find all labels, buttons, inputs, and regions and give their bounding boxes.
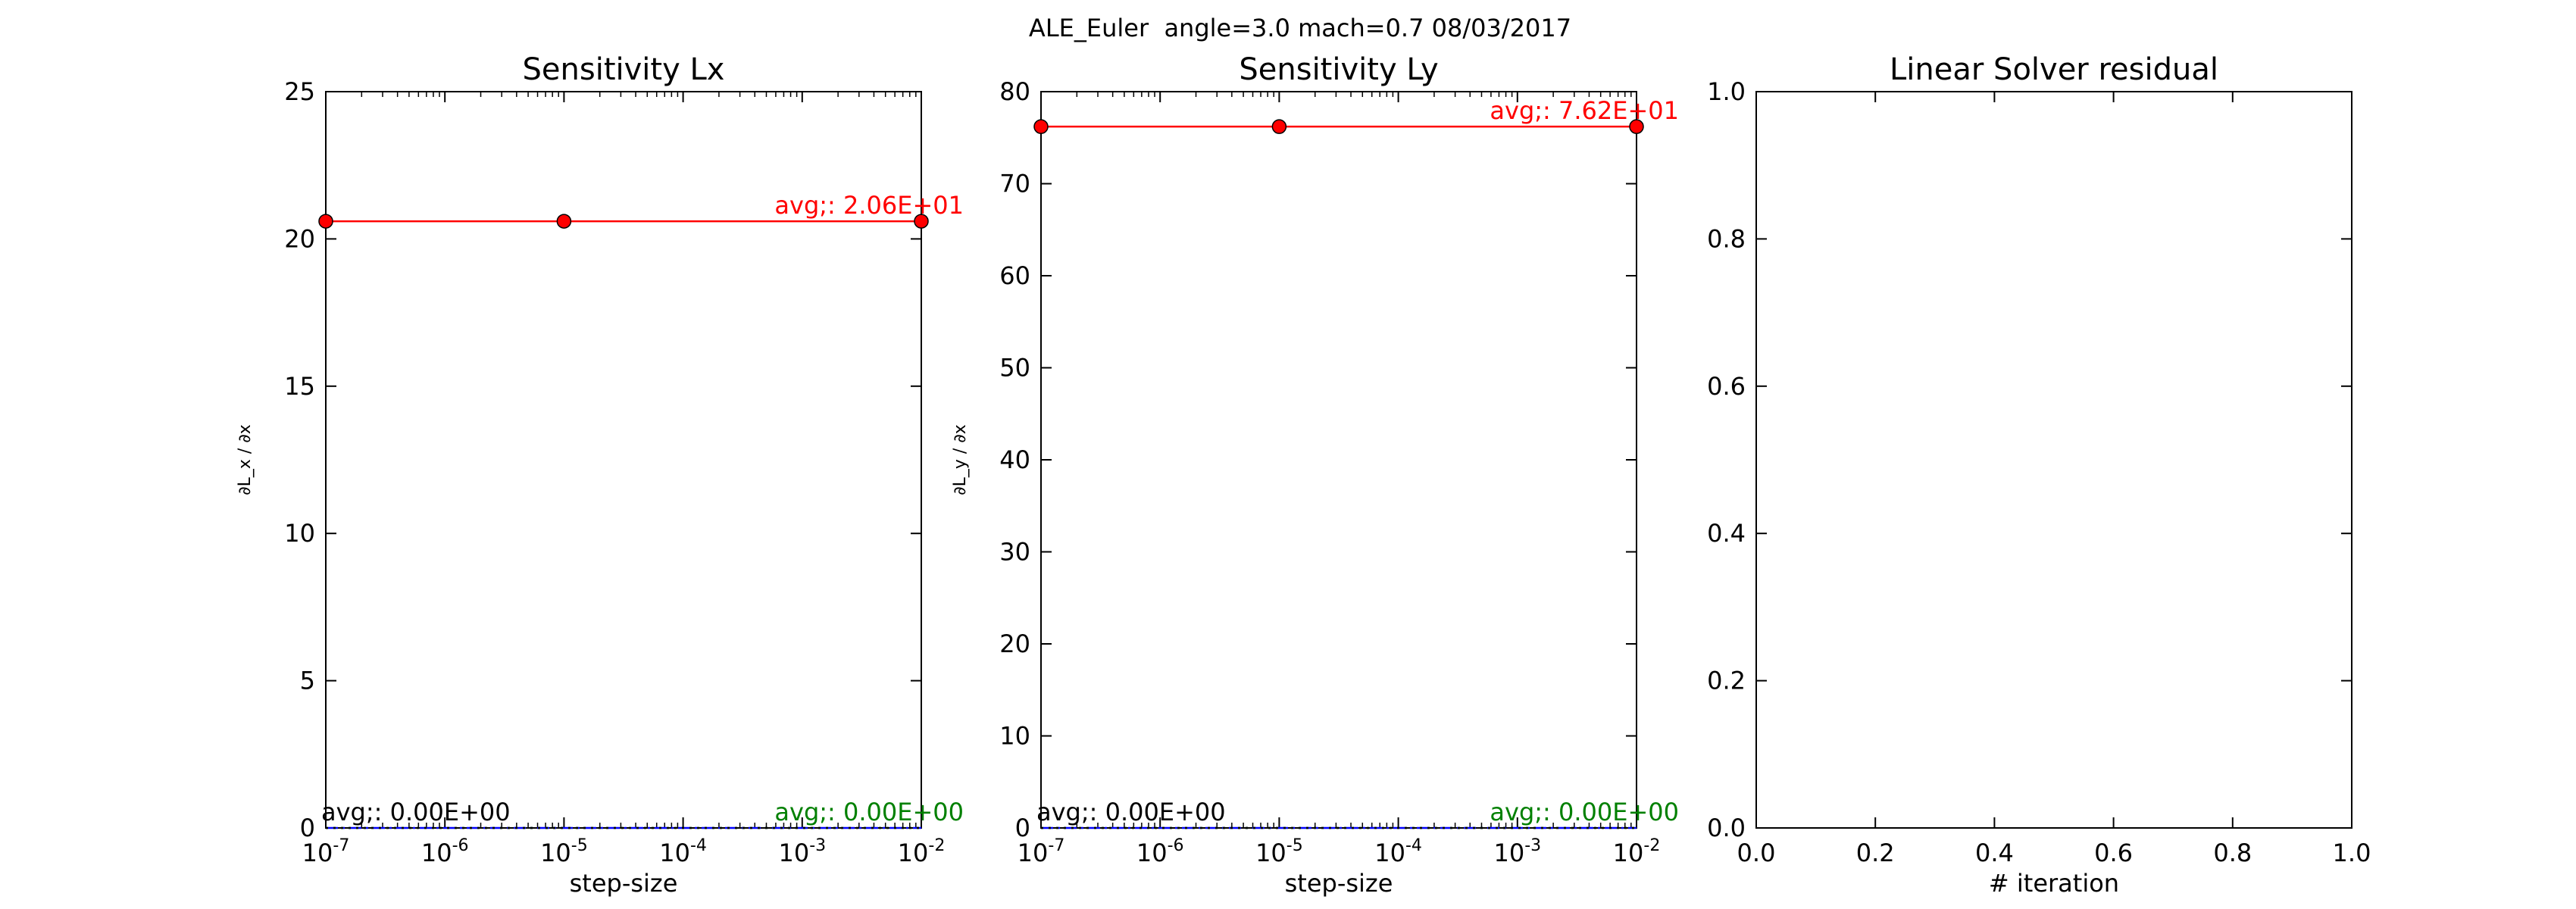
x-tick-label: 10-2 <box>898 836 946 867</box>
series-1 <box>1033 119 1644 134</box>
x-tick-label: 10-6 <box>1136 836 1184 867</box>
data-point <box>914 214 929 229</box>
x-axis-label: step-size <box>1285 869 1393 898</box>
subplot-3: Linear Solver residual # iteration 0.0 0.2 0… <box>1707 52 2371 898</box>
y-tick-label: 0.4 <box>1707 519 1746 548</box>
y-tick-label: 0 <box>300 814 315 842</box>
y-tick-label: 0.6 <box>1707 372 1746 401</box>
annotation-label: avg;: 2.06E+01 <box>774 191 964 220</box>
y-tick-label: 40 <box>999 445 1030 474</box>
x-tick-label: 0.6 <box>2094 839 2133 867</box>
y-tick-label: 70 <box>999 170 1030 198</box>
y-tick-label: 30 <box>999 538 1030 567</box>
y-tick-label: 0.2 <box>1707 667 1746 695</box>
data-point <box>1629 119 1644 134</box>
annotation-label: avg;: 7.62E+01 <box>1490 96 1679 125</box>
x-tick-label: 0.8 <box>2213 839 2252 867</box>
y-tick-label: 80 <box>999 77 1030 106</box>
y-tick-label: 10 <box>284 519 315 548</box>
x-tick-label: 10-7 <box>1018 836 1065 867</box>
x-tick-label: 0.0 <box>1737 839 1776 867</box>
x-tick-label: 10-4 <box>659 836 707 867</box>
series-1 <box>318 214 929 229</box>
x-axis-label: # iteration <box>1989 869 2119 898</box>
y-axis-label: ∂L_y / ∂x <box>951 424 970 495</box>
axes-frame <box>1755 91 2352 829</box>
y-axis-label: ∂L_x / ∂x <box>236 424 255 495</box>
y-tick-label: 1.0 <box>1707 77 1746 106</box>
y-tick-label: 0.8 <box>1707 224 1746 253</box>
data-point <box>556 214 572 229</box>
data-point <box>1033 119 1049 134</box>
y-tick-label: 50 <box>999 354 1030 383</box>
data-point <box>318 214 333 229</box>
x-tick-label: 0.4 <box>1975 839 2014 867</box>
subplot-title: Sensitivity Ly <box>1239 52 1438 87</box>
data-point <box>1271 119 1287 134</box>
y-tick-label: 25 <box>284 77 315 106</box>
y-tick-label: 60 <box>999 261 1030 290</box>
annotation-label: avg;: 0.00E+00 <box>1490 798 1679 826</box>
y-tick-label: 5 <box>300 667 315 695</box>
x-tick-label: 10-4 <box>1374 836 1422 867</box>
y-tick-label: 10 <box>999 722 1030 751</box>
subplot-title: Linear Solver residual <box>1890 52 2218 87</box>
y-tick-label: 20 <box>284 224 315 253</box>
y-tick-label: 0 <box>1015 814 1030 842</box>
x-axis-label: step-size <box>570 869 678 898</box>
annotation-label: avg;: 0.00E+00 <box>321 798 511 826</box>
y-tick-label: 20 <box>999 629 1030 658</box>
y-tick-label: 0.0 <box>1707 814 1746 842</box>
figure-title: ALE_Euler angle=3.0 mach=0.7 08/03/2017 <box>1029 14 1571 42</box>
x-tick-label: 1.0 <box>2333 839 2371 867</box>
x-tick-label: 0.2 <box>1856 839 1895 867</box>
annotation-label: avg;: 0.00E+00 <box>1036 798 1226 826</box>
x-tick-label: 10-7 <box>302 836 350 867</box>
annotation-label: avg;: 0.00E+00 <box>774 798 964 826</box>
y-tick-label: 15 <box>284 372 315 401</box>
subplot-title: Sensitivity Lx <box>523 52 725 87</box>
